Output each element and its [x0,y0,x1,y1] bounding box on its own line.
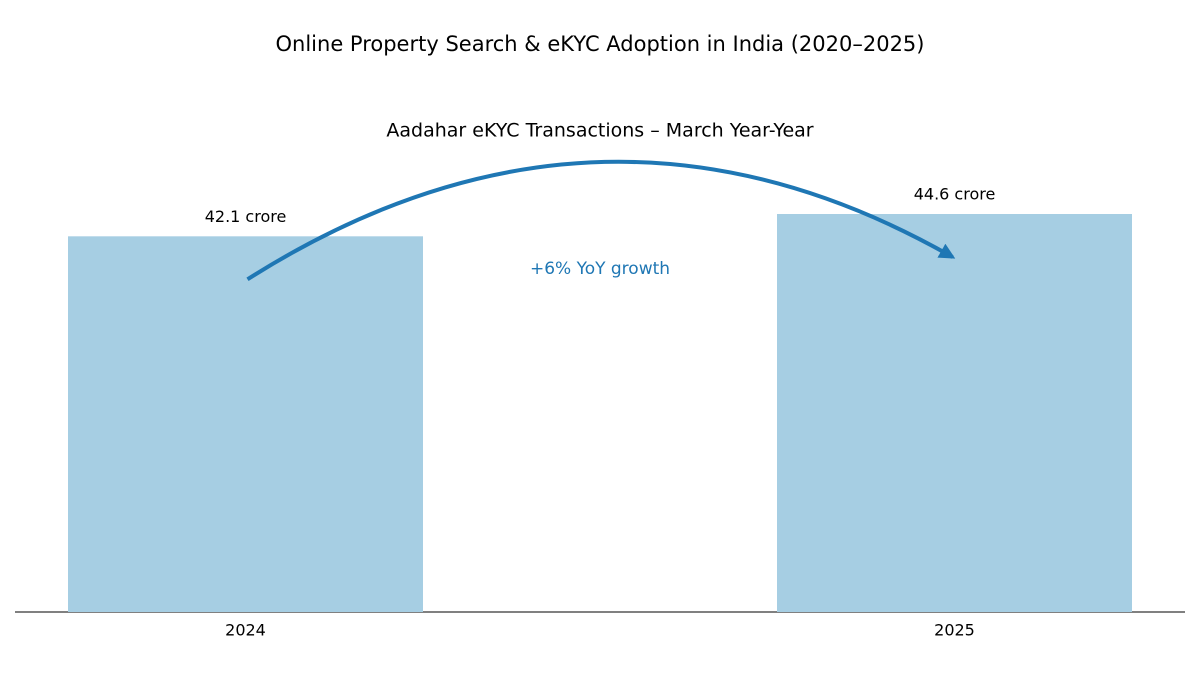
growth-arrow [246,159,956,281]
value-label: 44.6 crore [914,185,996,204]
x-tick-label: 2025 [934,621,975,640]
chart-subtitle: Aadahar eKYC Transactions – March Year-Y… [386,120,813,142]
bar [777,214,1132,612]
x-tick-label: 2024 [225,621,266,640]
annotation: +6% YoY growth [530,259,670,279]
value-label: 42.1 crore [205,207,287,226]
chart-title: Online Property Search & eKYC Adoption i… [276,32,925,56]
bar [68,236,423,612]
